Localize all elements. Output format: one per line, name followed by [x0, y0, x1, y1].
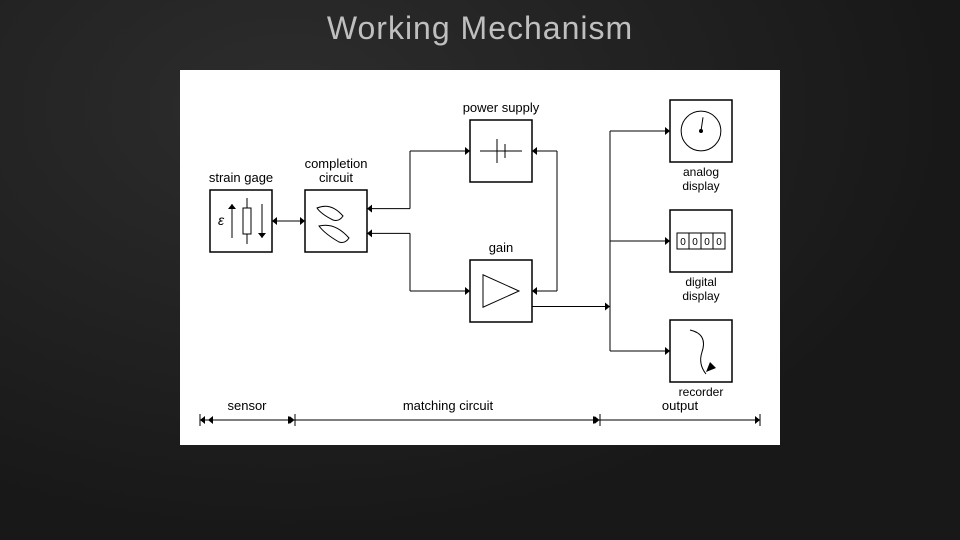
svg-text:0: 0 — [692, 237, 698, 248]
svg-text:power supply: power supply — [463, 100, 540, 115]
slide: Working Mechanism ε strain gage completion… — [0, 0, 960, 540]
svg-text:completion: completion — [305, 156, 368, 171]
flowchart-svg: ε strain gage completioncircuit power suppl… — [180, 70, 780, 445]
svg-text:strain gage: strain gage — [209, 170, 273, 185]
svg-text:ε: ε — [218, 212, 225, 228]
svg-text:digital: digital — [685, 275, 716, 289]
svg-text:display: display — [682, 179, 719, 193]
svg-text:circuit: circuit — [319, 170, 353, 185]
svg-text:recorder: recorder — [679, 385, 724, 399]
svg-text:gain: gain — [489, 240, 514, 255]
svg-text:output: output — [662, 398, 699, 413]
svg-text:0: 0 — [716, 237, 722, 248]
svg-text:display: display — [682, 289, 719, 303]
svg-text:0: 0 — [680, 237, 686, 248]
svg-text:matching circuit: matching circuit — [403, 398, 494, 413]
svg-text:0: 0 — [704, 237, 710, 248]
slide-title: Working Mechanism — [0, 10, 960, 47]
diagram-container: ε strain gage completioncircuit power suppl… — [180, 70, 780, 445]
svg-text:sensor: sensor — [227, 398, 267, 413]
svg-text:analog: analog — [683, 165, 719, 179]
